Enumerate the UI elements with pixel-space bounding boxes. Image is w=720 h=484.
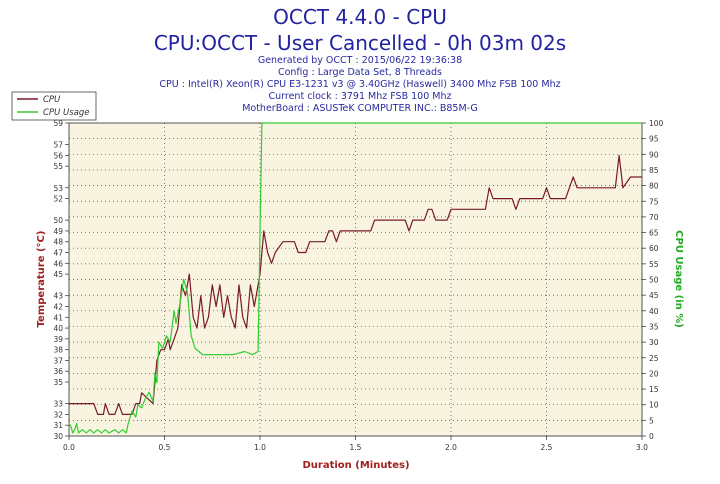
y-tick-label: 47 — [53, 249, 63, 258]
legend-usage-label: CPU Usage — [43, 108, 89, 118]
y2-tick-label: 95 — [649, 135, 659, 144]
x-tick-label: 2.0 — [445, 443, 457, 452]
y-tick-label: 52 — [53, 195, 63, 204]
y-tick-label: 49 — [53, 227, 63, 236]
legend-cpu-label: CPU — [43, 95, 61, 105]
y2-tick-label: 80 — [649, 182, 659, 191]
info-motherboard: MotherBoard : ASUSTeK COMPUTER INC.: B85… — [242, 103, 478, 114]
y2-tick-label: 40 — [649, 307, 659, 316]
y-tick-label: 41 — [53, 313, 63, 322]
y-tick-label: 31 — [53, 421, 63, 430]
chart-title: OCCT 4.4.0 - CPU — [273, 5, 447, 29]
y-tick-label: 55 — [53, 162, 63, 171]
y2-tick-label: 75 — [649, 197, 659, 206]
y2-tick-label: 0 — [649, 432, 654, 441]
x-tick-label: 1.5 — [350, 443, 362, 452]
y2-tick-label: 65 — [649, 229, 659, 238]
y-tick-label: 59 — [53, 119, 63, 128]
series-lines — [68, 122, 642, 434]
y2-tick-label: 10 — [649, 401, 659, 410]
y-tick-label: 46 — [53, 259, 63, 268]
y2-tick-label: 30 — [649, 338, 659, 347]
info-clock: Current clock : 3791 Mhz FSB 100 Mhz — [268, 91, 452, 102]
y-tick-label: 50 — [53, 216, 63, 225]
y-tick-label: 45 — [53, 270, 63, 279]
y2-tick-label: 85 — [649, 166, 659, 175]
y-tick-label: 40 — [53, 324, 63, 333]
y-tick-label: 35 — [53, 378, 63, 387]
y-tick-label: 33 — [53, 400, 63, 409]
y2-tick-label: 5 — [649, 416, 654, 425]
info-cpu: CPU : Intel(R) Xeon(R) CPU E3-1231 v3 @ … — [159, 79, 561, 90]
y-tick-label: 32 — [53, 410, 63, 419]
y-tick-label: 30 — [53, 432, 63, 441]
y-tick-label: 38 — [53, 346, 63, 355]
y2-tick-label: 45 — [649, 291, 659, 300]
y-tick-label: 42 — [53, 302, 63, 311]
y-tick-label: 43 — [53, 292, 63, 301]
y2-tick-label: 35 — [649, 322, 659, 331]
y2-tick-label: 15 — [649, 385, 659, 394]
y2-tick-label: 90 — [649, 150, 659, 159]
y2-tick-label: 100 — [649, 119, 664, 128]
y2-tick-label: 50 — [649, 276, 659, 285]
y-tick-label: 57 — [53, 141, 63, 150]
x-tick-label: 0.5 — [159, 443, 171, 452]
y2-tick-label: 25 — [649, 354, 659, 363]
y2-tick-label: 20 — [649, 369, 659, 378]
x-axis-ticks: 0.0 0.5 1.0 1.5 2.0 2.5 3.0 — [63, 436, 648, 452]
y-tick-label: 36 — [53, 367, 63, 376]
grid-lines — [69, 123, 642, 436]
y-tick-label: 39 — [53, 335, 63, 344]
y2-tick-label: 70 — [649, 213, 659, 222]
x-tick-label: 2.5 — [541, 443, 553, 452]
y-tick-label: 56 — [53, 151, 63, 160]
info-config: Config : Large Data Set, 8 Threads — [277, 67, 443, 78]
x-tick-label: 0.0 — [63, 443, 75, 452]
cpu-usage-line — [68, 122, 642, 434]
info-generated: Generated by OCCT : 2015/06/22 19:36:38 — [257, 55, 463, 66]
y-tick-label: 53 — [53, 184, 63, 193]
y2-axis-ticks: 0 5 10 15 20 25 30 35 40 45 50 55 60 65 70 75 80 85 90 95 10… — [642, 119, 664, 441]
chart-subtitle: CPU:OCCT - User Cancelled - 0h 03m 02s — [153, 31, 567, 55]
y-tick-label: 37 — [53, 356, 63, 365]
x-tick-label: 3.0 — [636, 443, 648, 452]
y2-tick-label: 60 — [649, 244, 659, 253]
y-tick-label: 48 — [53, 238, 63, 247]
y2-tick-label: 55 — [649, 260, 659, 269]
x-tick-label: 1.0 — [254, 443, 266, 452]
legend: CPU CPU Usage — [11, 91, 97, 121]
y2-axis-label: CPU Usage (in %) — [673, 230, 684, 328]
y-axis-label: Temperature (°C) — [36, 231, 47, 328]
x-axis-label: Duration (Minutes) — [302, 460, 409, 471]
